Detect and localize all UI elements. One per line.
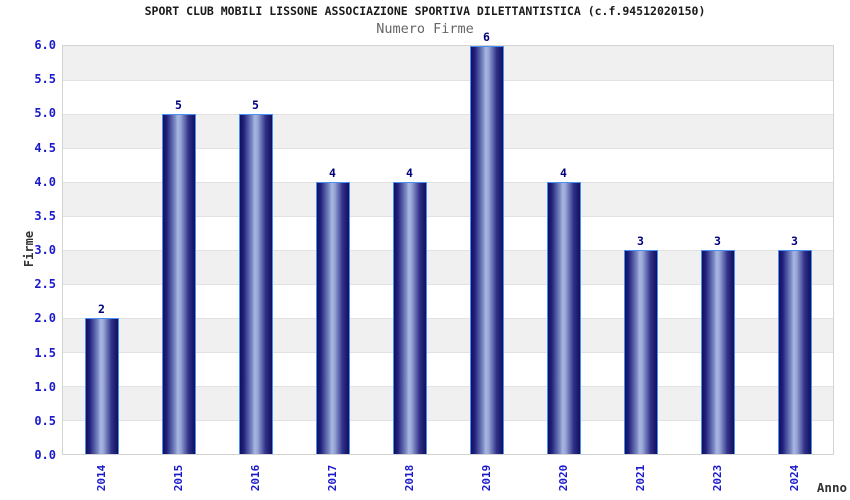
x-tick-label: 2019 [479, 464, 493, 492]
y-tick-label: 1.0 [34, 379, 56, 394]
y-tick-label: 1.5 [34, 345, 56, 360]
bar [700, 250, 735, 454]
bar-value-label: 3 [637, 234, 644, 248]
x-tick-label: 2017 [325, 464, 339, 492]
bar [238, 114, 273, 454]
x-tick-label: 2020 [556, 464, 570, 492]
x-axis-title: Anno [816, 480, 847, 495]
bar-value-label: 4 [329, 166, 336, 180]
y-tick-label: 4.0 [34, 174, 56, 189]
gridline [63, 386, 833, 387]
bar [623, 250, 658, 454]
gridline [63, 80, 833, 81]
y-tick-label: 2.5 [34, 277, 56, 292]
gridline [63, 420, 833, 421]
chart-title: SPORT CLUB MOBILI LISSONE ASSOCIAZIONE S… [144, 4, 706, 18]
gridline [63, 250, 833, 251]
gridline [63, 216, 833, 217]
y-tick-label: 6.0 [34, 38, 56, 52]
chart-subtitle: Numero Firme [376, 21, 474, 37]
bar [161, 114, 196, 454]
gridline [63, 352, 833, 353]
plot-area [62, 45, 834, 455]
y-tick-label: 2.0 [34, 311, 56, 326]
gridline [63, 182, 833, 183]
y-tick-label: 3.0 [34, 243, 56, 257]
x-tick-label: 2015 [171, 464, 185, 492]
x-tick-label: 2021 [633, 464, 647, 492]
bar [392, 182, 427, 454]
x-tick-label: 2023 [710, 464, 724, 492]
bar-value-label: 4 [560, 166, 567, 180]
gridline [63, 284, 833, 285]
bar [777, 250, 812, 454]
gridline [63, 148, 833, 149]
y-tick-label: 5.0 [34, 106, 56, 121]
y-tick-label: 0.5 [34, 413, 56, 428]
bar-value-label: 6 [483, 30, 490, 44]
bar [469, 46, 504, 454]
bar [546, 182, 581, 454]
gridline [63, 114, 833, 115]
background-band [63, 46, 833, 80]
bar-value-label: 5 [252, 98, 259, 112]
bar [315, 182, 350, 454]
x-tick-label: 2024 [787, 464, 801, 492]
bar-value-label: 5 [175, 98, 182, 112]
gridline [63, 318, 833, 319]
bar [84, 318, 119, 454]
x-tick-label: 2018 [402, 464, 416, 492]
bar-value-label: 3 [714, 234, 721, 248]
y-tick-label: 0.0 [34, 448, 56, 462]
bar-value-label: 4 [406, 166, 413, 180]
x-tick-label: 2014 [94, 464, 108, 492]
y-tick-label: 5.5 [34, 72, 56, 87]
x-tick-label: 2016 [248, 464, 262, 492]
bar-value-label: 3 [791, 234, 798, 248]
y-tick-label: 4.5 [34, 140, 56, 155]
y-tick-label: 3.5 [34, 208, 56, 223]
bar-value-label: 2 [98, 302, 105, 316]
